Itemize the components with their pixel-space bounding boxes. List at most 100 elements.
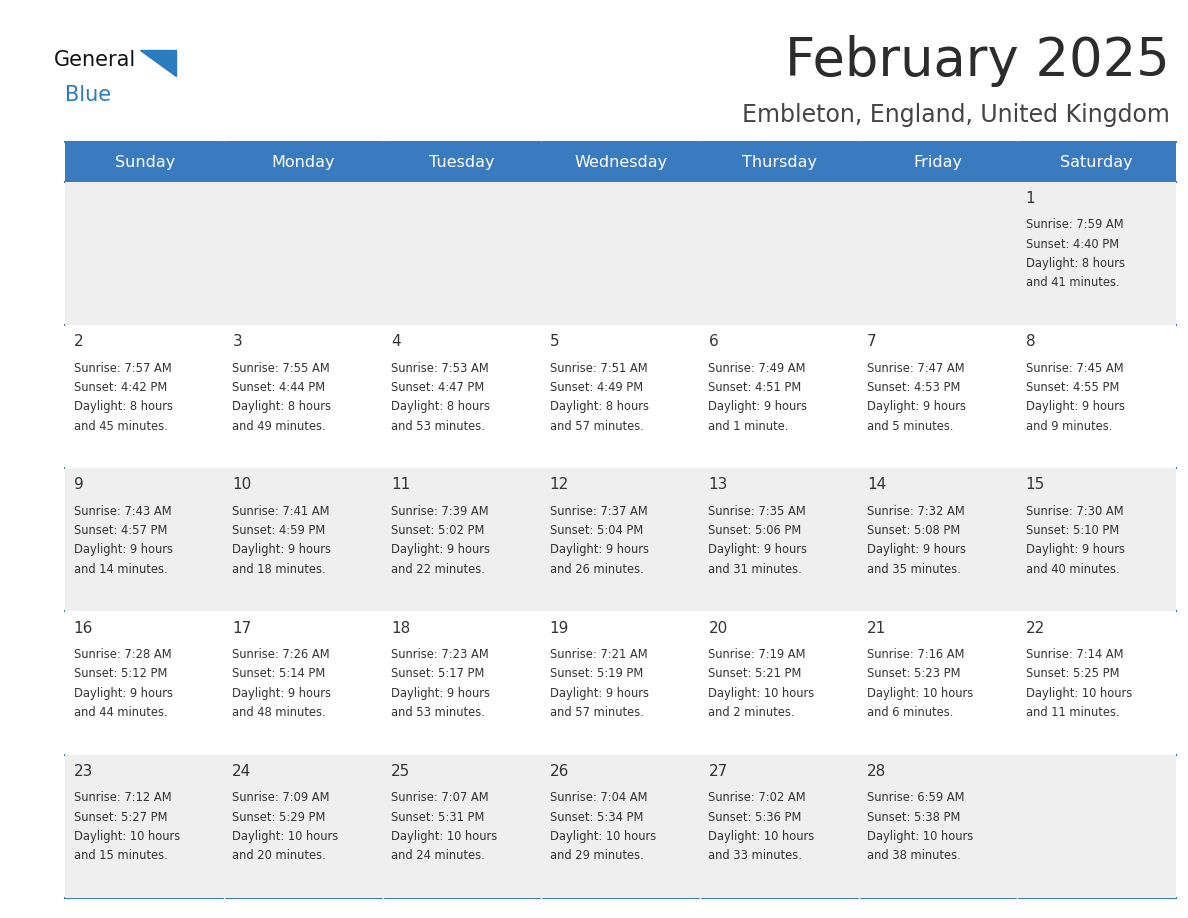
Text: Sunrise: 7:53 AM: Sunrise: 7:53 AM xyxy=(391,362,488,375)
Text: and 2 minutes.: and 2 minutes. xyxy=(708,706,795,719)
Text: Sunset: 5:02 PM: Sunset: 5:02 PM xyxy=(391,524,485,537)
Text: Sunset: 5:23 PM: Sunset: 5:23 PM xyxy=(867,667,961,680)
Text: and 57 minutes.: and 57 minutes. xyxy=(550,706,644,719)
Text: and 15 minutes.: and 15 minutes. xyxy=(74,849,168,862)
Text: 8: 8 xyxy=(1025,334,1036,349)
Text: Sunrise: 7:16 AM: Sunrise: 7:16 AM xyxy=(867,648,965,661)
Text: Daylight: 9 hours: Daylight: 9 hours xyxy=(550,543,649,556)
Text: Sunset: 5:36 PM: Sunset: 5:36 PM xyxy=(708,811,802,823)
Text: Daylight: 9 hours: Daylight: 9 hours xyxy=(708,400,808,413)
Text: Sunrise: 7:57 AM: Sunrise: 7:57 AM xyxy=(74,362,171,375)
Text: Sunset: 4:47 PM: Sunset: 4:47 PM xyxy=(391,381,485,394)
Text: Sunrise: 7:19 AM: Sunrise: 7:19 AM xyxy=(708,648,805,661)
Text: Sunrise: 7:59 AM: Sunrise: 7:59 AM xyxy=(1025,218,1124,231)
Text: and 5 minutes.: and 5 minutes. xyxy=(867,420,954,432)
Text: Daylight: 9 hours: Daylight: 9 hours xyxy=(74,543,172,556)
Text: Sunset: 5:10 PM: Sunset: 5:10 PM xyxy=(1025,524,1119,537)
Text: Sunrise: 7:37 AM: Sunrise: 7:37 AM xyxy=(550,505,647,518)
Text: and 38 minutes.: and 38 minutes. xyxy=(867,849,961,862)
Text: and 53 minutes.: and 53 minutes. xyxy=(391,706,485,719)
Text: Sunrise: 7:39 AM: Sunrise: 7:39 AM xyxy=(391,505,488,518)
Text: and 57 minutes.: and 57 minutes. xyxy=(550,420,644,432)
Text: 1: 1 xyxy=(1025,191,1036,206)
Text: 4: 4 xyxy=(391,334,400,349)
Text: Sunrise: 7:55 AM: Sunrise: 7:55 AM xyxy=(233,362,330,375)
Text: 25: 25 xyxy=(391,764,410,778)
Text: Sunrise: 7:35 AM: Sunrise: 7:35 AM xyxy=(708,505,807,518)
Text: Embleton, England, United Kingdom: Embleton, England, United Kingdom xyxy=(742,103,1170,127)
Text: Sunrise: 7:04 AM: Sunrise: 7:04 AM xyxy=(550,791,647,804)
Text: Daylight: 8 hours: Daylight: 8 hours xyxy=(550,400,649,413)
Text: Sunset: 5:19 PM: Sunset: 5:19 PM xyxy=(550,667,643,680)
Text: General: General xyxy=(53,50,135,71)
Text: Sunset: 5:12 PM: Sunset: 5:12 PM xyxy=(74,667,168,680)
Text: Daylight: 10 hours: Daylight: 10 hours xyxy=(74,830,179,843)
Text: Sunrise: 7:21 AM: Sunrise: 7:21 AM xyxy=(550,648,647,661)
Text: Sunset: 5:38 PM: Sunset: 5:38 PM xyxy=(867,811,960,823)
Text: Sunset: 5:27 PM: Sunset: 5:27 PM xyxy=(74,811,168,823)
Text: and 35 minutes.: and 35 minutes. xyxy=(867,563,961,576)
Text: Blue: Blue xyxy=(65,85,112,106)
Text: Sunset: 4:57 PM: Sunset: 4:57 PM xyxy=(74,524,168,537)
Text: and 41 minutes.: and 41 minutes. xyxy=(1025,276,1119,289)
Text: Sunset: 5:31 PM: Sunset: 5:31 PM xyxy=(391,811,485,823)
Text: 27: 27 xyxy=(708,764,727,778)
Text: and 22 minutes.: and 22 minutes. xyxy=(391,563,485,576)
Text: 5: 5 xyxy=(550,334,560,349)
Text: and 18 minutes.: and 18 minutes. xyxy=(233,563,326,576)
Text: Sunset: 4:49 PM: Sunset: 4:49 PM xyxy=(550,381,643,394)
Text: 15: 15 xyxy=(1025,477,1045,492)
Text: Saturday: Saturday xyxy=(1061,154,1133,170)
Text: and 53 minutes.: and 53 minutes. xyxy=(391,420,485,432)
Text: 18: 18 xyxy=(391,621,410,635)
Text: and 49 minutes.: and 49 minutes. xyxy=(233,420,326,432)
Text: 24: 24 xyxy=(233,764,252,778)
Text: and 1 minute.: and 1 minute. xyxy=(708,420,789,432)
Text: Daylight: 10 hours: Daylight: 10 hours xyxy=(867,687,973,700)
Text: and 29 minutes.: and 29 minutes. xyxy=(550,849,644,862)
Text: and 6 minutes.: and 6 minutes. xyxy=(867,706,954,719)
Text: Sunset: 5:14 PM: Sunset: 5:14 PM xyxy=(233,667,326,680)
Text: Wednesday: Wednesday xyxy=(574,154,668,170)
Text: Sunrise: 7:30 AM: Sunrise: 7:30 AM xyxy=(1025,505,1124,518)
Text: Sunset: 4:40 PM: Sunset: 4:40 PM xyxy=(1025,238,1119,251)
Text: Sunset: 4:59 PM: Sunset: 4:59 PM xyxy=(233,524,326,537)
Text: 17: 17 xyxy=(233,621,252,635)
Text: Daylight: 10 hours: Daylight: 10 hours xyxy=(1025,687,1132,700)
Text: 7: 7 xyxy=(867,334,877,349)
Text: Daylight: 9 hours: Daylight: 9 hours xyxy=(74,687,172,700)
Text: and 11 minutes.: and 11 minutes. xyxy=(1025,706,1119,719)
Text: Daylight: 9 hours: Daylight: 9 hours xyxy=(867,400,966,413)
Text: Daylight: 9 hours: Daylight: 9 hours xyxy=(708,543,808,556)
Text: 6: 6 xyxy=(708,334,718,349)
Text: Daylight: 9 hours: Daylight: 9 hours xyxy=(233,687,331,700)
Text: Sunrise: 7:12 AM: Sunrise: 7:12 AM xyxy=(74,791,171,804)
Text: Sunset: 5:29 PM: Sunset: 5:29 PM xyxy=(233,811,326,823)
Text: and 31 minutes.: and 31 minutes. xyxy=(708,563,802,576)
Text: Sunrise: 7:32 AM: Sunrise: 7:32 AM xyxy=(867,505,965,518)
Text: 26: 26 xyxy=(550,764,569,778)
Text: Daylight: 9 hours: Daylight: 9 hours xyxy=(391,687,489,700)
Text: and 14 minutes.: and 14 minutes. xyxy=(74,563,168,576)
Text: 21: 21 xyxy=(867,621,886,635)
Text: Sunset: 4:44 PM: Sunset: 4:44 PM xyxy=(233,381,326,394)
Text: Daylight: 8 hours: Daylight: 8 hours xyxy=(1025,257,1125,270)
Text: Daylight: 8 hours: Daylight: 8 hours xyxy=(74,400,172,413)
Text: Sunset: 4:51 PM: Sunset: 4:51 PM xyxy=(708,381,802,394)
Text: Daylight: 9 hours: Daylight: 9 hours xyxy=(867,543,966,556)
Text: and 45 minutes.: and 45 minutes. xyxy=(74,420,168,432)
Text: 10: 10 xyxy=(233,477,252,492)
Text: February 2025: February 2025 xyxy=(785,35,1170,87)
Text: 20: 20 xyxy=(708,621,727,635)
Text: Sunrise: 7:49 AM: Sunrise: 7:49 AM xyxy=(708,362,805,375)
Text: Sunrise: 7:02 AM: Sunrise: 7:02 AM xyxy=(708,791,805,804)
Text: Sunset: 5:17 PM: Sunset: 5:17 PM xyxy=(391,667,485,680)
Text: 13: 13 xyxy=(708,477,728,492)
Text: Daylight: 9 hours: Daylight: 9 hours xyxy=(391,543,489,556)
Text: Daylight: 8 hours: Daylight: 8 hours xyxy=(391,400,489,413)
Text: Sunrise: 7:45 AM: Sunrise: 7:45 AM xyxy=(1025,362,1124,375)
Text: and 9 minutes.: and 9 minutes. xyxy=(1025,420,1112,432)
Text: Daylight: 10 hours: Daylight: 10 hours xyxy=(708,830,815,843)
Text: Sunset: 5:34 PM: Sunset: 5:34 PM xyxy=(550,811,643,823)
Text: 16: 16 xyxy=(74,621,93,635)
